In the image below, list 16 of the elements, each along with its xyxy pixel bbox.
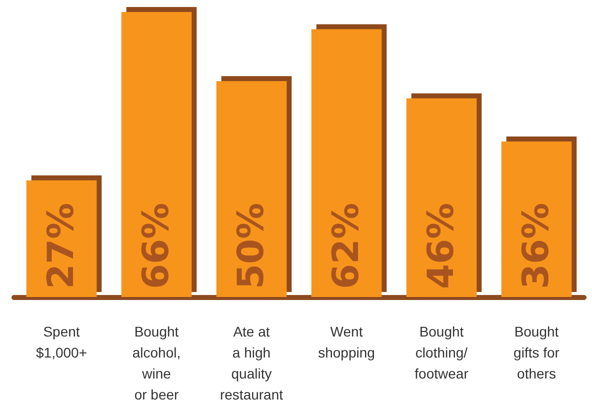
x-tick-label: Bought alcohol, wine or beer bbox=[132, 324, 181, 402]
x-tick-label: Spent $1,000+ bbox=[36, 324, 87, 360]
data-label: 66% bbox=[136, 202, 177, 289]
data-label: 50% bbox=[231, 202, 272, 289]
data-label: 46% bbox=[421, 202, 462, 289]
bar bbox=[216, 81, 287, 297]
bar bbox=[406, 98, 477, 297]
x-tick-label: Ate at a high quality restaurant bbox=[220, 324, 284, 402]
bar bbox=[311, 29, 382, 297]
bar bbox=[121, 12, 192, 297]
x-tick-label: Bought clothing/ footwear bbox=[414, 324, 469, 382]
data-label: 27% bbox=[41, 202, 82, 289]
x-tick-label: Went shopping bbox=[318, 324, 375, 360]
x-tick-label: Bought gifts for others bbox=[514, 324, 560, 382]
data-label: 36% bbox=[516, 202, 557, 289]
data-label: 62% bbox=[326, 202, 367, 289]
